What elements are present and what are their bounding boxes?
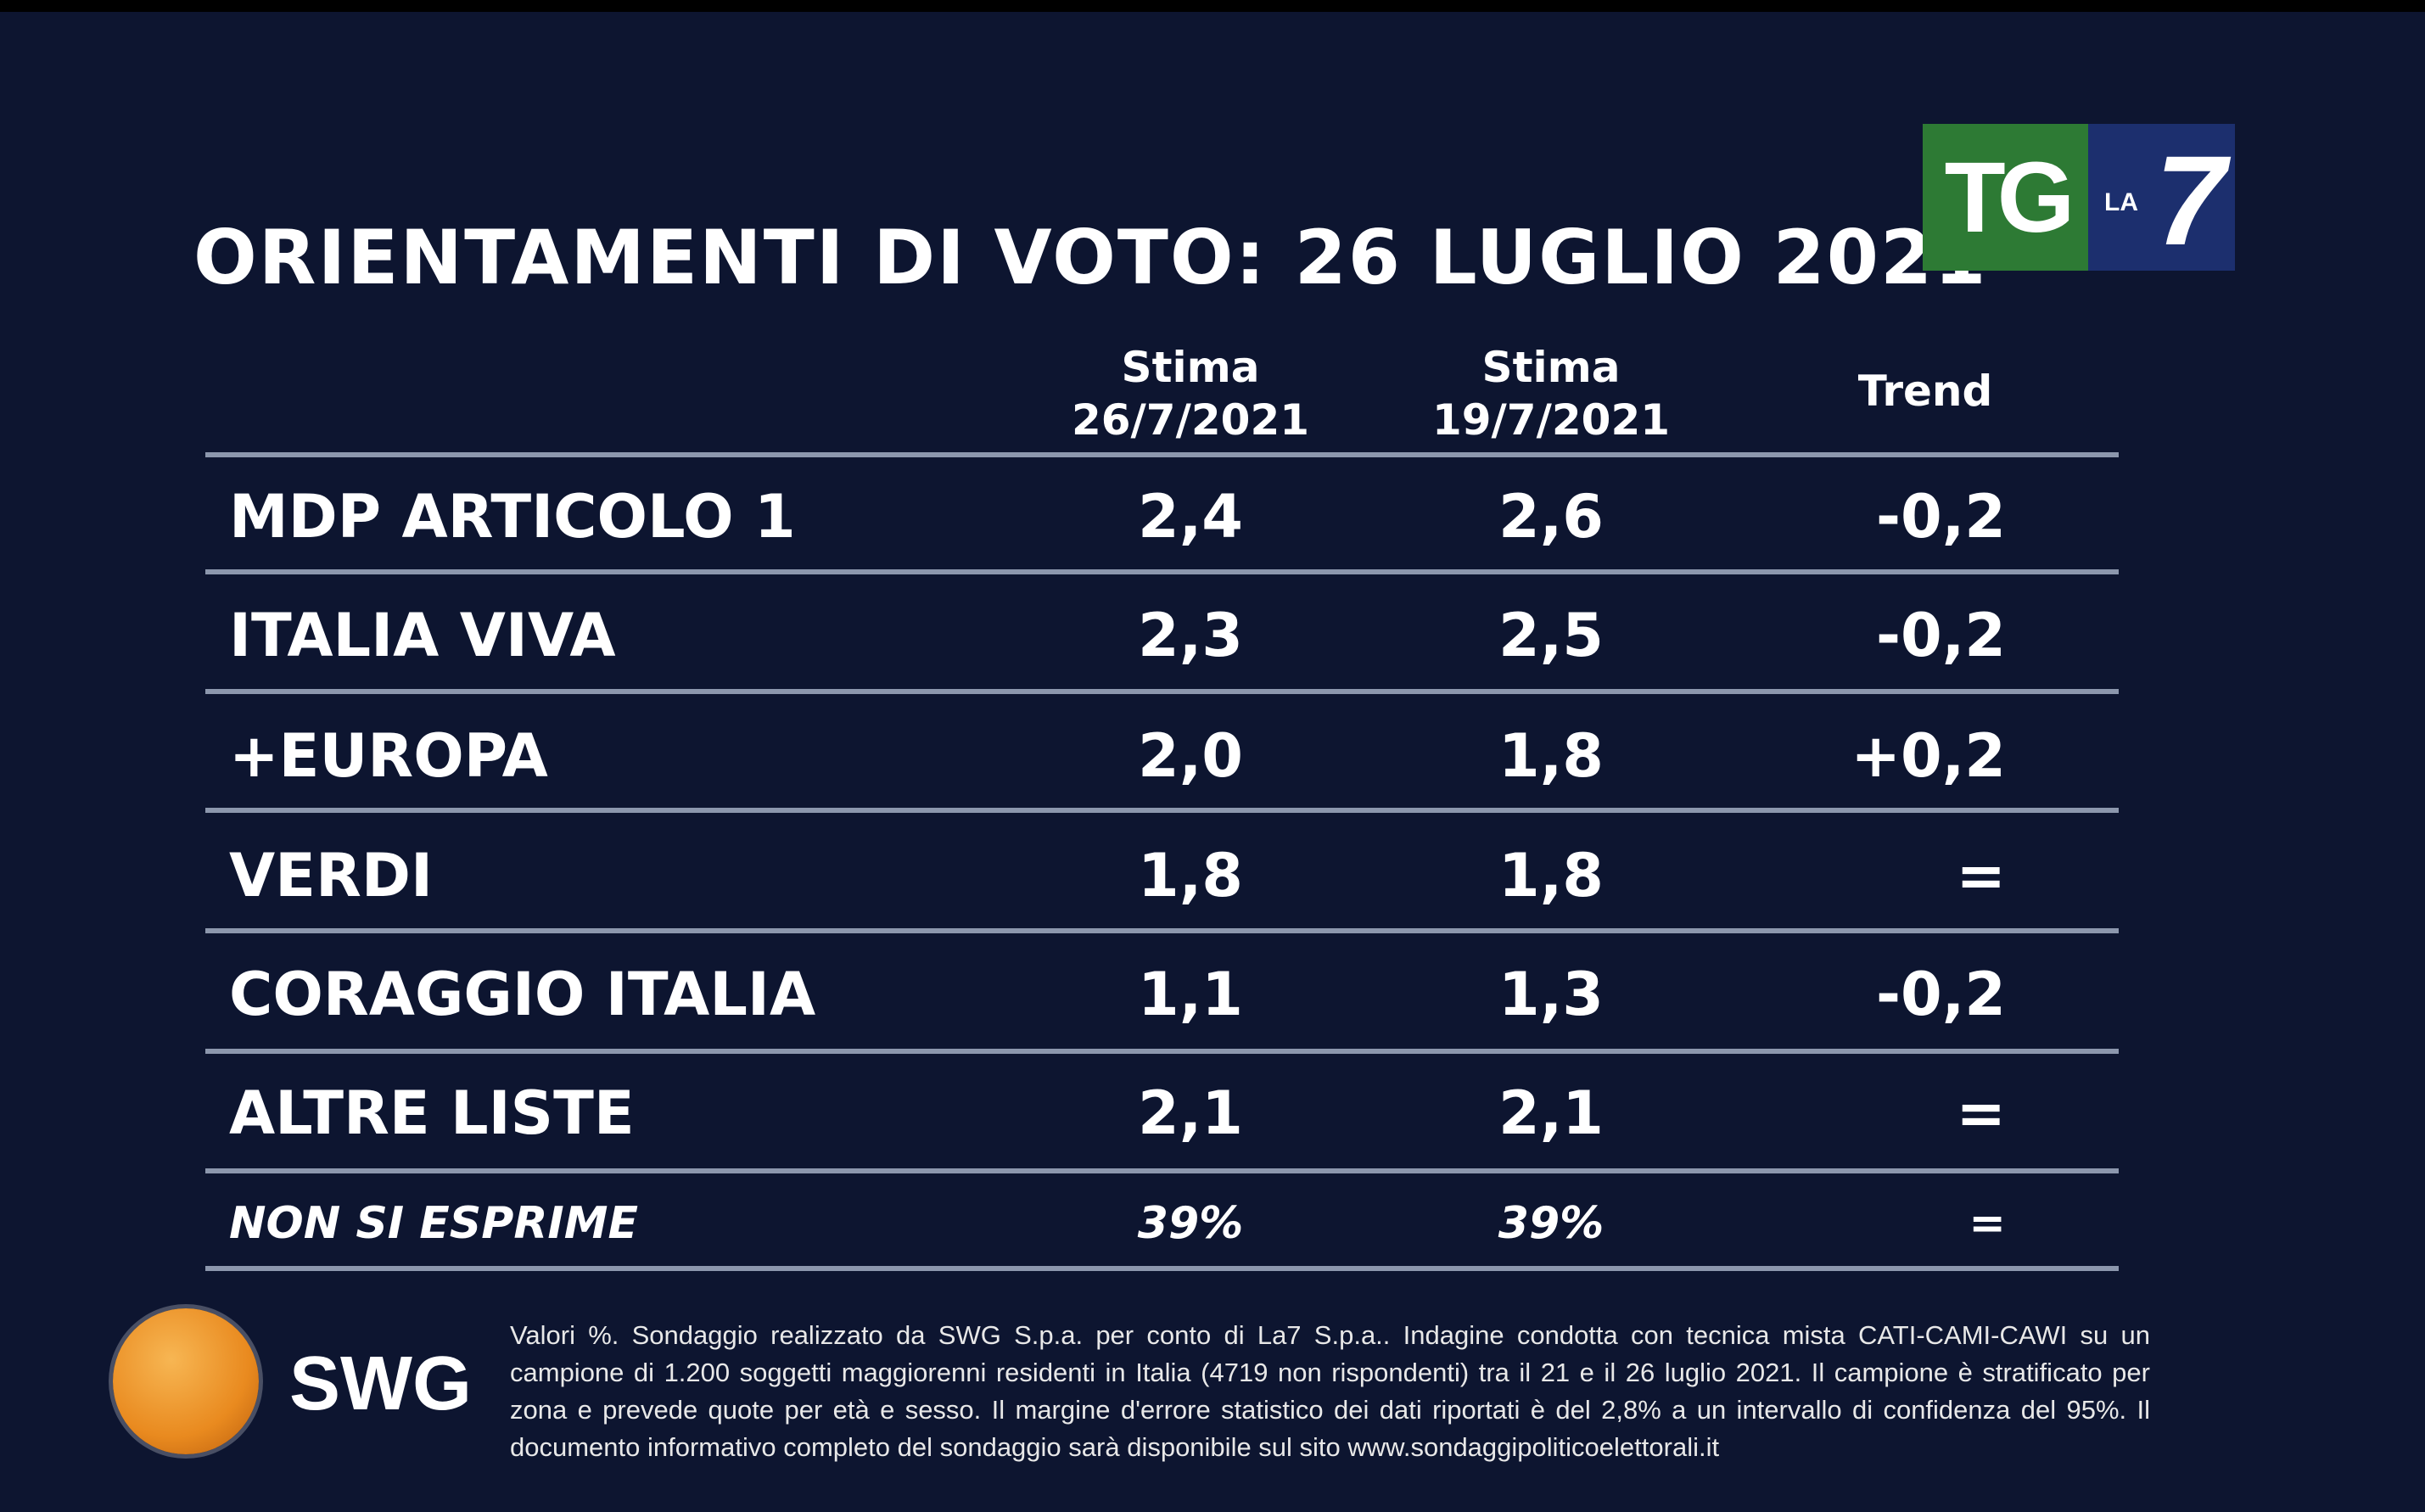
column-header: 19/7/2021 (1431, 395, 1671, 445)
value-cell: 39% (1137, 1198, 1244, 1249)
row-rule (205, 689, 2119, 694)
swg-globe (113, 1308, 259, 1454)
row-rule (205, 1049, 2119, 1054)
trend-cell: = (1956, 1078, 2006, 1148)
value-cell: 2,1 (1137, 1078, 1244, 1148)
row-rule (205, 1266, 2119, 1271)
logo-la: LA (2104, 188, 2138, 216)
row-rule (205, 1168, 2119, 1173)
value-cell: 1,8 (1498, 841, 1605, 910)
swg-logo: SWG (289, 1341, 472, 1426)
column-header: 26/7/2021 (1071, 395, 1310, 445)
trend-cell: = (1956, 841, 2006, 910)
value-cell: 1,3 (1498, 960, 1605, 1029)
value-cell: 2,5 (1498, 601, 1605, 670)
column-header: Stima (1481, 343, 1621, 392)
top-bar (0, 0, 2425, 12)
column-header: Trend (1857, 367, 1993, 416)
logo-la7-box (2088, 124, 2235, 271)
logo-tg: TG (1923, 124, 2088, 271)
value-cell: 39% (1498, 1198, 1605, 1249)
logo-seven: 7 (2155, 129, 2226, 272)
value-cell: 2,4 (1137, 482, 1244, 552)
row-rule (205, 808, 2119, 813)
trend-cell: -0,2 (1875, 601, 2006, 670)
party-name: MDP ARTICOLO 1 (229, 482, 796, 552)
column-header: Stima (1121, 343, 1260, 392)
party-name: NON SI ESPRIME (229, 1198, 638, 1249)
footnote: Valori %. Sondaggio realizzato da SWG S.… (510, 1320, 2150, 1462)
party-name: VERDI (229, 841, 434, 910)
party-name: CORAGGIO ITALIA (229, 960, 816, 1029)
value-cell: 1,8 (1137, 841, 1244, 910)
party-name: +EUROPA (229, 721, 548, 791)
value-cell: 2,3 (1137, 601, 1244, 670)
title: ORIENTAMENTI DI VOTO: 26 LUGLIO 2021 (193, 214, 1988, 301)
party-name: ITALIA VIVA (229, 601, 616, 670)
trend-cell: +0,2 (1851, 721, 2006, 791)
value-cell: 2,0 (1137, 721, 1244, 791)
row-rule (205, 452, 2119, 457)
value-cell: 1,1 (1137, 960, 1244, 1029)
trend-cell: -0,2 (1875, 482, 2006, 552)
value-cell: 2,1 (1498, 1078, 1605, 1148)
value-cell: 2,6 (1498, 482, 1605, 552)
party-name: ALTRE LISTE (229, 1078, 635, 1148)
trend-cell: -0,2 (1875, 960, 2006, 1029)
row-rule (205, 569, 2119, 574)
row-rule (205, 928, 2119, 933)
value-cell: 1,8 (1498, 721, 1605, 791)
trend-cell: = (1969, 1198, 2006, 1249)
